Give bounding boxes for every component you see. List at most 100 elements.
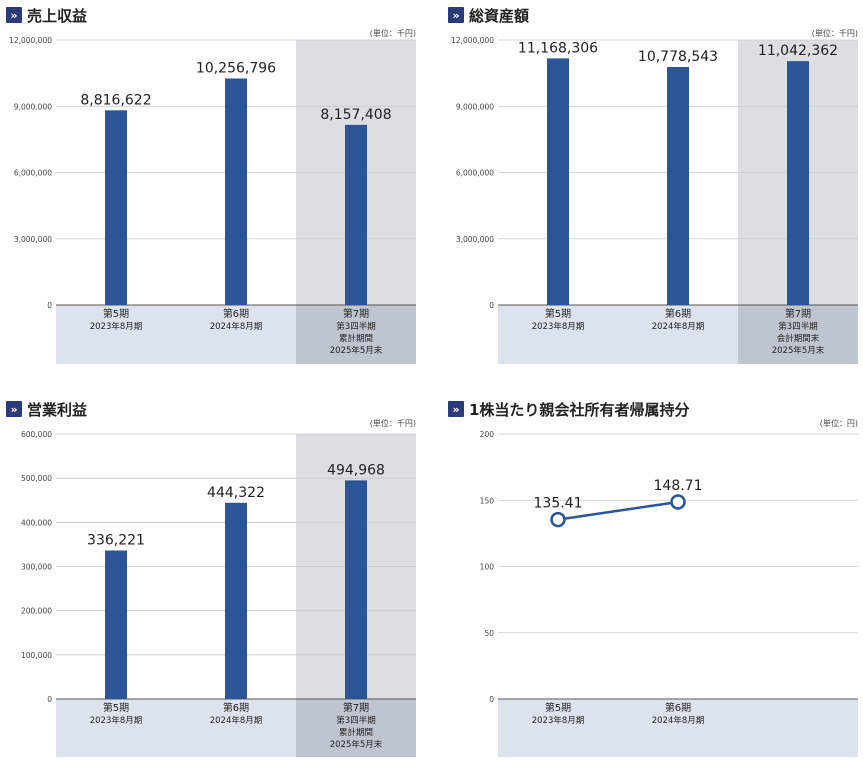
data-label: 336,221 — [87, 533, 145, 549]
panel-title: » 1株当たり親会社所有者帰属持分 — [448, 396, 689, 422]
category-label: 第7期 — [343, 701, 369, 714]
double-chevron-icon: » — [448, 7, 464, 23]
y-tick-label: 3,000,000 — [456, 235, 494, 244]
bar — [667, 66, 689, 305]
category-label: 2024年8月期 — [210, 715, 263, 726]
data-label: 135.41 — [534, 496, 583, 512]
bar — [345, 480, 367, 699]
panel-title-text: 1株当たり親会社所有者帰属持分 — [469, 400, 690, 419]
category-label: 会計期間末 — [777, 333, 820, 344]
category-band-highlight — [738, 305, 858, 364]
chart-svg: 0 3,000,000 6,000,000 9,000,000 12,000,000 第5… — [9, 36, 416, 364]
category-label: 2023年8月期 — [90, 321, 143, 332]
y-tick-label: 3,000,000 — [14, 235, 52, 244]
category-band-highlight — [296, 699, 416, 757]
data-point — [670, 494, 686, 510]
category-label: 第6期 — [223, 307, 249, 320]
y-tick-label: 9,000,000 — [456, 102, 494, 111]
unit-label: (単位：千円) — [369, 29, 416, 38]
category-label: 第7期 — [785, 307, 811, 320]
category-label: 2025年5月末 — [330, 739, 383, 750]
y-tick-label: 0 — [489, 695, 494, 704]
y-tick-label: 0 — [47, 301, 52, 310]
series-line — [557, 500, 679, 521]
y-tick-label: 9,000,000 — [14, 102, 52, 111]
category-label: 2025年5月末 — [772, 345, 825, 356]
data-label: 11,168,306 — [518, 40, 598, 56]
category-label: 累計期間 — [339, 333, 373, 344]
category-label: 第6期 — [223, 701, 249, 714]
category-label: 2024年8月期 — [652, 715, 705, 726]
panel-title: » 総資産額 — [448, 2, 529, 28]
data-label: 10,256,796 — [196, 60, 276, 76]
bar — [225, 502, 247, 699]
y-tick-label: 100,000 — [21, 651, 52, 660]
category-label: 第6期 — [665, 701, 691, 714]
y-tick-label: 500,000 — [21, 474, 52, 483]
data-label: 494,968 — [327, 462, 385, 478]
y-tick-label: 6,000,000 — [14, 169, 52, 178]
y-tick-label: 12,000,000 — [9, 36, 52, 45]
category-label: 第5期 — [545, 701, 571, 714]
data-label: 11,042,362 — [758, 43, 838, 59]
bar — [345, 124, 367, 305]
category-label: 2023年8月期 — [90, 715, 143, 726]
y-tick-label: 0 — [489, 301, 494, 310]
unit-label: (単位：千円) — [369, 419, 416, 428]
category-band-highlight — [296, 305, 416, 364]
category-band — [498, 699, 858, 757]
data-label: 444,322 — [207, 485, 265, 501]
chart-svg: 0 100,000 200,000 300,000 400,000 500,000 600,… — [21, 430, 416, 757]
y-tick-label: 300,000 — [21, 563, 52, 572]
y-tick-label: 0 — [47, 695, 52, 704]
y-tick-label: 100 — [480, 563, 495, 572]
y-tick-label: 200 — [480, 430, 495, 439]
panel-title-text: 総資産額 — [469, 6, 530, 25]
panel-equity-per-share: » 1株当たり親会社所有者帰属持分 (単位：円) 0 50 100 150 200 第5期 2… — [448, 396, 862, 760]
data-label: 10,778,543 — [638, 49, 718, 65]
panel-title: » 営業利益 — [6, 396, 87, 422]
bar — [105, 110, 127, 306]
data-label: 148.71 — [654, 478, 703, 494]
y-tick-label: 200,000 — [21, 607, 52, 616]
category-label: 第5期 — [545, 307, 571, 320]
category-label: 2024年8月期 — [652, 321, 705, 332]
y-tick-label: 400,000 — [21, 518, 52, 527]
double-chevron-icon: » — [448, 401, 464, 417]
unit-label: (単位：円) — [819, 419, 858, 428]
panel-revenue: » 売上収益 (単位：千円) 0 3,000,000 6,000,000 9,000,0… — [6, 2, 420, 368]
panel-title: » 売上収益 — [6, 2, 87, 28]
y-tick-label: 600,000 — [21, 430, 52, 439]
category-label: 2023年8月期 — [532, 715, 585, 726]
unit-label: (単位：千円) — [811, 29, 858, 38]
category-label: 2024年8月期 — [210, 321, 263, 332]
bar — [225, 78, 247, 305]
category-label: 第5期 — [103, 701, 129, 714]
panel-total-assets: » 総資産額 (単位：千円) 0 3,000,000 6,000,000 9,000,0… — [448, 2, 862, 368]
y-tick-label: 50 — [484, 629, 494, 638]
bar — [787, 61, 809, 305]
double-chevron-icon: » — [6, 401, 22, 417]
data-label: 8,816,622 — [80, 92, 151, 108]
chart-svg: 0 3,000,000 6,000,000 9,000,000 12,000,000 第5… — [451, 36, 858, 364]
y-tick-label: 6,000,000 — [456, 169, 494, 178]
category-label: 第3四半期 — [778, 321, 817, 332]
y-tick-label: 12,000,000 — [451, 36, 494, 45]
bar — [105, 550, 127, 699]
category-label: 第6期 — [665, 307, 691, 320]
data-point — [550, 511, 566, 528]
double-chevron-icon: » — [6, 7, 22, 23]
panel-operating-profit: » 営業利益 (単位：千円) 0 100,000 200,000 300,000 400,… — [6, 396, 420, 760]
y-tick-label: 150 — [480, 496, 495, 505]
panel-title-text: 営業利益 — [27, 400, 88, 419]
category-label: 2025年5月末 — [330, 345, 383, 356]
bar — [547, 58, 569, 305]
category-label: 第3四半期 — [336, 321, 375, 332]
category-label: 第5期 — [103, 307, 129, 320]
panel-title-text: 売上収益 — [27, 6, 88, 25]
category-label: 2023年8月期 — [532, 321, 585, 332]
category-label: 累計期間 — [339, 727, 373, 738]
category-label: 第3四半期 — [336, 715, 375, 726]
